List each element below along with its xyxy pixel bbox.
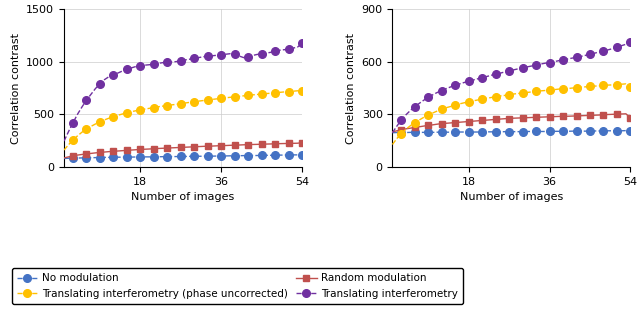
- Y-axis label: Correlation contrast: Correlation contrast: [11, 32, 20, 144]
- X-axis label: Number of images: Number of images: [131, 192, 235, 202]
- X-axis label: Number of images: Number of images: [460, 192, 563, 202]
- Legend: No modulation, Translating interferometry (phase uncorrected), Random modulation: No modulation, Translating interferometr…: [12, 268, 463, 304]
- Y-axis label: Correlation contrast: Correlation contrast: [346, 32, 356, 144]
